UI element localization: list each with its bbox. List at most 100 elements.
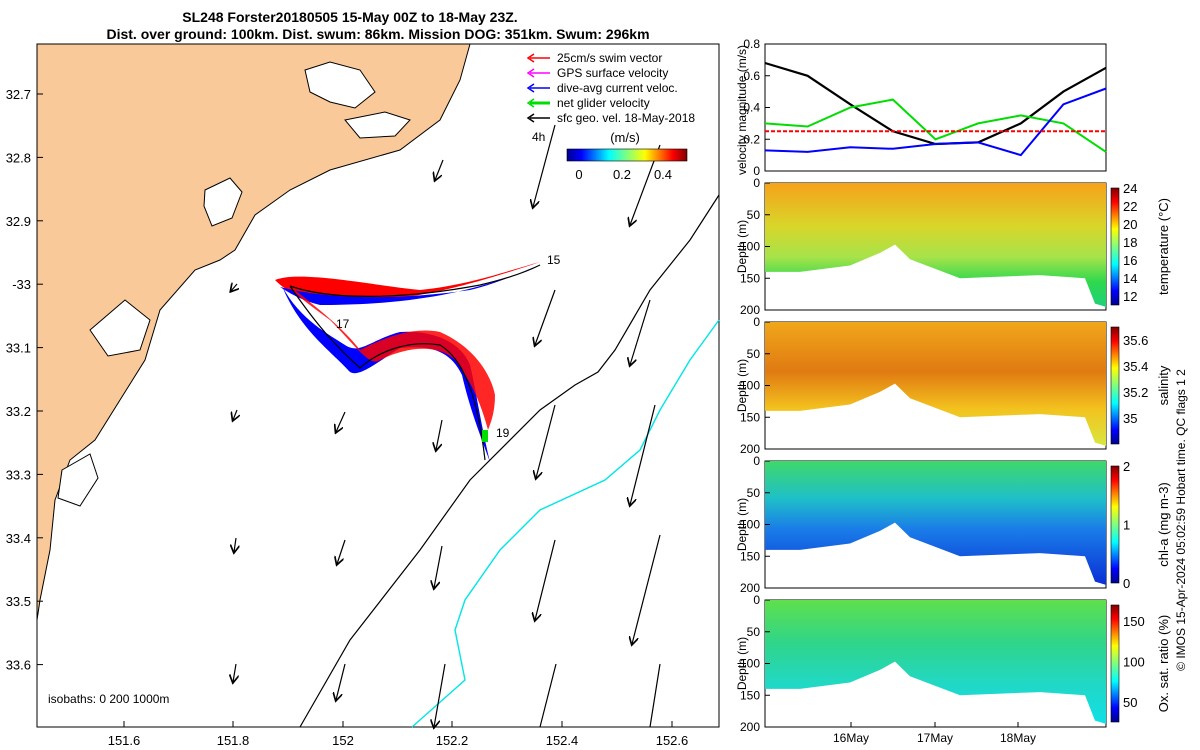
section-y-tick: 50 — [747, 347, 761, 361]
lake — [89, 299, 151, 357]
section-cbar-tick: 35.4 — [1123, 359, 1148, 374]
velocity-y-tick: 0.6 — [743, 69, 760, 83]
map-cbar-tick: 0.4 — [654, 167, 672, 182]
legend-label: GPS surface velocity — [557, 66, 668, 80]
map-cbar-tick: 0 — [575, 167, 582, 182]
map-y-tick: 32.8 — [6, 150, 31, 165]
section-cbar-tick: 150 — [1123, 614, 1145, 629]
section-cbar-tick: 35.2 — [1123, 385, 1148, 400]
section-cbar-tick: 12 — [1123, 289, 1137, 304]
lake — [57, 453, 99, 507]
map-y-tick: -33 — [12, 277, 31, 292]
section-field — [765, 461, 1106, 585]
section-cbar-tick: 1 — [1123, 518, 1130, 533]
map-x-tick: 152.4 — [546, 733, 579, 748]
isobath-1000 — [411, 319, 720, 728]
section-cbar-tick: 2 — [1123, 459, 1130, 474]
isobath-200 — [299, 194, 720, 728]
legend-item: 25cm/s swim vector — [526, 51, 662, 65]
map-y-tick: 32.9 — [6, 214, 31, 229]
map-y-tick: 33.5 — [6, 594, 31, 609]
section-y-tick: 0 — [753, 454, 760, 468]
section-cbar-tick: 35.6 — [1123, 333, 1148, 348]
lake — [344, 111, 411, 139]
section-colorbar — [1110, 187, 1120, 306]
section-ylabel: Depth (m) — [735, 220, 749, 273]
section-colorbar-label: temperature (°C) — [1156, 198, 1171, 295]
section-cbar-tick: 16 — [1123, 253, 1137, 268]
legend-label: sfc geo. vel. 18-May-2018 — [557, 111, 695, 125]
legend-label: 25cm/s swim vector — [557, 51, 662, 65]
section-oxygen: Depth (m) 0 50 100 150 200 150 100 50 Ox. sat. ra… — [735, 593, 1171, 745]
map-cbar-tick: 0.2 — [613, 167, 631, 182]
section-panels: Depth (m)05010015020024222018161412tempe… — [735, 176, 1171, 745]
time-label: 4h — [532, 130, 545, 144]
section-colorbar — [1110, 465, 1120, 584]
section-field — [765, 183, 1106, 307]
section-y-tick: 0 — [753, 593, 760, 607]
velocity-y-tick: 0.2 — [743, 132, 760, 146]
velocity-y-tick: 0.4 — [743, 101, 760, 115]
map-y-tick: 33.2 — [6, 404, 31, 419]
section-x-tick: 16May — [833, 731, 869, 745]
section-ylabel: Depth (m) — [735, 498, 749, 551]
section-cbar-tick: 22 — [1123, 199, 1137, 214]
map-x-tick: 151.6 — [108, 733, 141, 748]
section-cbar-tick: 35 — [1123, 411, 1137, 426]
section-y-tick: 200 — [740, 303, 760, 317]
section-y-tick: 150 — [740, 549, 760, 563]
section-cbar-tick: 24 — [1123, 181, 1137, 196]
section-cbar-tick: 50 — [1123, 695, 1137, 710]
section-chl-a: Depth (m) 0 50 100 150 200 2 1 0 chl-a (mg m-3) — [735, 454, 1171, 595]
section-y-tick: 150 — [740, 271, 760, 285]
section-y-tick: 200 — [740, 581, 760, 595]
map-y-tick: 33.1 — [6, 341, 31, 356]
map-y-tick: 33.6 — [6, 658, 31, 673]
track-label-17: 17 — [336, 317, 350, 331]
map-y-tick: 33.4 — [6, 531, 31, 546]
legend-item: sfc geo. vel. 18-May-2018 — [526, 111, 695, 125]
section-y-tick: 50 — [747, 208, 761, 222]
section-x-tick: 17May — [917, 731, 953, 745]
section-field — [765, 600, 1106, 724]
velocity-ylabel: velocity magnitude (m/s) — [735, 45, 749, 175]
section-x-tick: 18May — [1000, 731, 1036, 745]
legend-item: net glider velocity — [526, 96, 650, 110]
section-y-tick: 50 — [747, 486, 761, 500]
section-cbar-tick: 0 — [1123, 576, 1130, 591]
section-colorbar-label: chl-a (mg m-3) — [1156, 482, 1171, 567]
section-y-tick: 100 — [740, 240, 760, 254]
section-ylabel: Depth (m) — [735, 359, 749, 412]
map-x-tick: 152.2 — [436, 733, 469, 748]
map-x-tick: 152 — [332, 733, 354, 748]
legend-item: GPS surface velocity — [526, 66, 668, 80]
section-cbar-tick: 14 — [1123, 271, 1137, 286]
section-y-tick: 150 — [740, 688, 760, 702]
legend-item: dive-avg current veloc. — [526, 81, 678, 95]
map-x-tick: 151.8 — [217, 733, 250, 748]
title-line1: SL248 Forster20180505 15-May 00Z to 18-M… — [182, 9, 517, 25]
velocity-y-tick: 0 — [753, 164, 760, 178]
map-colorbar-label: (m/s) — [610, 130, 640, 145]
section-y-tick: 200 — [740, 720, 760, 734]
track-label-15: 15 — [547, 253, 561, 267]
section-cbar-tick: 18 — [1123, 235, 1137, 250]
section-y-tick: 0 — [753, 315, 760, 329]
map-panel: 15 17 19 151.6 151.8 152 152.2 152.4 152.6 32… — [6, 43, 720, 748]
section-y-tick: 100 — [740, 657, 760, 671]
velocity-panel: velocity magnitude (m/s) 0 0.2 0.4 0.6 0.8 — [735, 37, 1107, 178]
section-cbar-tick: 20 — [1123, 217, 1137, 232]
section-y-tick: 100 — [740, 379, 760, 393]
section-y-tick: 100 — [740, 518, 760, 532]
glider-track — [275, 262, 541, 462]
section-temperature: Depth (m) 0 50 100 150 200 24 22 20 18 16 14 12 tempe… — [735, 176, 1171, 317]
title-line2: Dist. over ground: 100km. Dist. swum: 86… — [106, 26, 649, 42]
map-y-tick: 33.3 — [6, 467, 31, 482]
map-y-tick: 32.7 — [6, 87, 31, 102]
lake — [304, 61, 376, 109]
section-colorbar — [1110, 326, 1120, 445]
section-cbar-tick: 100 — [1123, 654, 1145, 669]
section-colorbar — [1110, 604, 1120, 723]
